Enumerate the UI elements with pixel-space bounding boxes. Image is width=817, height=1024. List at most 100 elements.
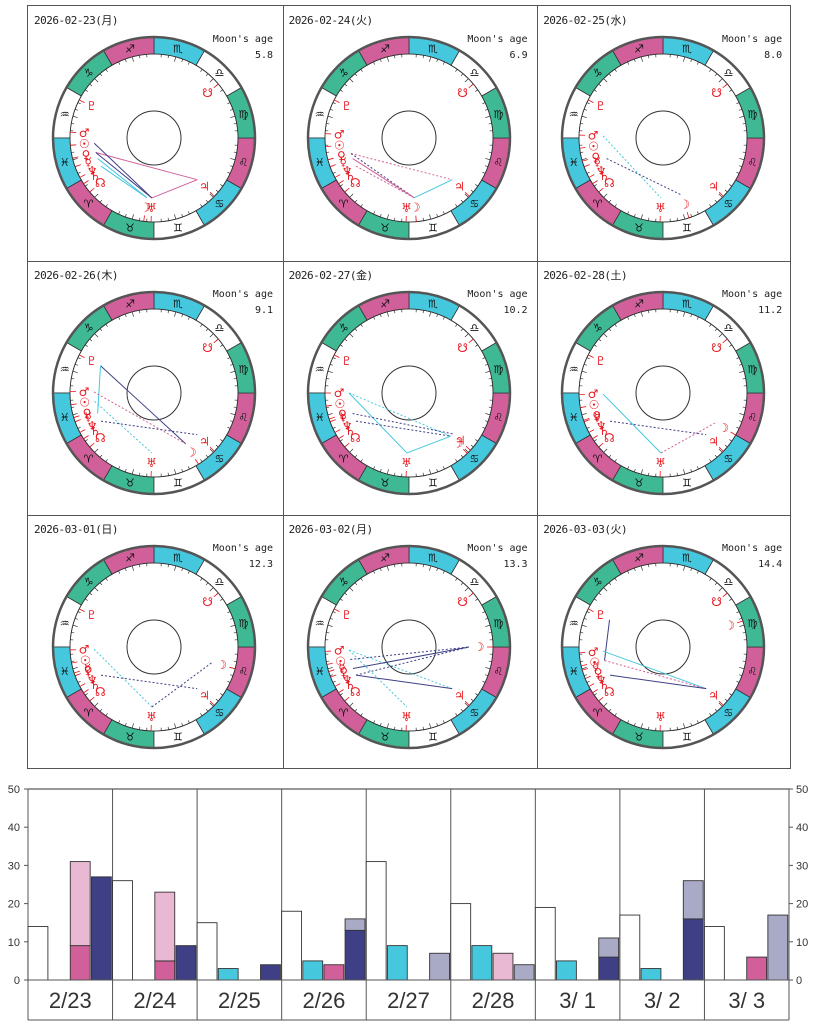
degree-tick — [729, 89, 733, 92]
degree-tick — [139, 55, 141, 59]
planet-marker — [83, 434, 89, 439]
virgo-icon: ♍ — [238, 617, 248, 630]
center-circle — [126, 110, 182, 166]
degree-tick — [339, 184, 343, 187]
mercury-icon: ☿ — [592, 659, 599, 673]
capricorn-icon: ♑ — [338, 321, 348, 334]
planet-marker — [89, 697, 95, 702]
degree-tick — [348, 332, 353, 337]
sun-icon: ☉ — [335, 655, 346, 669]
degree-tick — [739, 625, 745, 628]
aries-icon: ♈ — [84, 452, 94, 465]
aquarius-icon: ♒ — [60, 363, 70, 376]
degree-tick — [94, 587, 99, 592]
degree-tick — [393, 217, 395, 221]
degree-tick — [683, 56, 686, 62]
degree-tick — [332, 426, 336, 429]
degree-tick — [474, 184, 478, 187]
degree-tick — [181, 723, 184, 727]
planet-marker — [719, 701, 724, 706]
aspect-line-mercury-jupiter — [352, 412, 453, 435]
degree-tick — [464, 193, 469, 198]
degree-tick — [739, 674, 743, 677]
moon-age-label: Moon's age — [212, 543, 273, 555]
jupiter-icon: ♃ — [454, 689, 465, 703]
neptune-icon: ♆ — [341, 673, 352, 687]
scorpio-icon: ♏ — [428, 552, 438, 565]
virgo-icon: ♍ — [493, 108, 503, 121]
degree-tick — [220, 344, 224, 347]
degree-tick — [594, 693, 598, 696]
degree-tick — [586, 356, 590, 359]
jupiter-icon: ♃ — [199, 434, 210, 448]
degree-tick — [581, 115, 587, 118]
degree-tick — [72, 625, 78, 628]
degree-tick — [742, 406, 746, 408]
degree-tick — [594, 184, 598, 187]
degree-tick — [709, 68, 712, 72]
capricorn-icon: ♑ — [84, 67, 94, 80]
degree-tick — [714, 199, 718, 203]
degree-tick — [488, 151, 492, 153]
jupiter-icon: ♃ — [708, 180, 719, 194]
outer-ring — [560, 35, 766, 241]
aspect-line-mars-uranus — [602, 393, 662, 453]
degree-tick — [435, 468, 438, 472]
y-tick-label: 40 — [8, 822, 20, 834]
degree-tick — [736, 611, 740, 614]
bar-pink — [323, 964, 345, 981]
venus-icon: ♀ — [83, 406, 92, 420]
degree-tick — [697, 61, 700, 65]
degree-tick — [718, 193, 723, 198]
degree-tick — [379, 213, 382, 218]
sagittarius-icon: ♐ — [125, 552, 135, 565]
degree-tick — [131, 311, 134, 317]
degree-tick — [422, 309, 424, 313]
saturn-icon: ♄ — [345, 678, 356, 692]
degree-tick — [348, 587, 353, 592]
degree-tick — [474, 344, 478, 347]
bar-navy — [260, 964, 281, 981]
venus-icon: ♀ — [339, 665, 348, 679]
aries-icon: ♈ — [593, 197, 603, 210]
degree-tick — [124, 468, 127, 472]
planet-marker — [588, 354, 594, 358]
grid-divider — [28, 260, 790, 262]
degree-tick — [690, 468, 693, 472]
planet-marker — [598, 187, 604, 193]
gemini-icon: ♊ — [173, 221, 183, 234]
degree-tick — [332, 171, 336, 174]
inner-ring — [69, 308, 239, 477]
degree-tick — [327, 625, 333, 628]
leo-icon: ♌ — [238, 411, 248, 424]
degree-tick — [581, 412, 587, 415]
degree-tick — [354, 454, 357, 458]
neptune-icon: ♆ — [87, 418, 98, 432]
sun-icon: ☉ — [334, 397, 345, 411]
aspect-line-neptune-moon — [355, 646, 469, 676]
taurus-icon: ♉ — [125, 221, 135, 234]
degree-tick — [209, 78, 214, 83]
degree-tick — [484, 363, 488, 366]
planet-marker — [89, 442, 95, 447]
x-tick-label: 3/ 1 — [559, 988, 596, 1013]
y-tick-label: 20 — [8, 899, 20, 911]
degree-tick — [742, 151, 746, 153]
planet-marker — [329, 418, 336, 422]
planet-marker — [598, 442, 604, 447]
degree-tick — [227, 356, 231, 359]
sagittarius-icon: ♐ — [125, 43, 135, 56]
degree-tick — [379, 723, 382, 727]
degree-tick — [72, 158, 78, 161]
planet-marker — [334, 683, 340, 687]
degree-tick — [84, 693, 88, 696]
pluto-icon: ♇ — [595, 608, 606, 622]
degree-tick — [71, 123, 75, 125]
degree-tick — [200, 458, 203, 462]
aspect-line-mercury-moon — [606, 158, 682, 196]
x-tick-label: 2/24 — [133, 988, 176, 1013]
planet-marker — [73, 415, 80, 418]
aries-icon: ♈ — [84, 707, 94, 720]
degree-tick — [99, 454, 103, 458]
degree-tick — [84, 184, 88, 187]
